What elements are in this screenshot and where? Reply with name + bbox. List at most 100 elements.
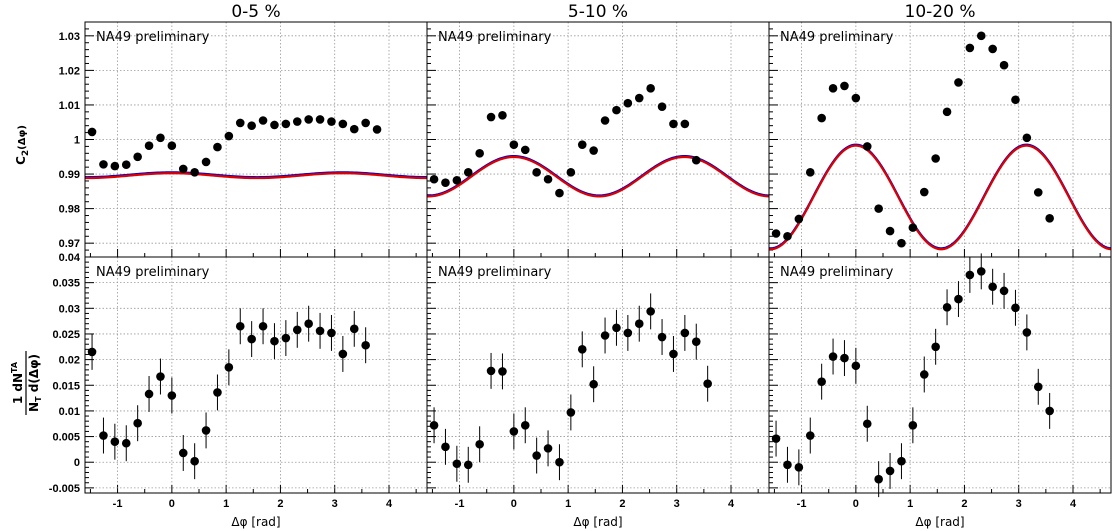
xlabel-2-var: Δφ — [915, 515, 931, 529]
top-ylabel-sub: 2 — [21, 150, 31, 156]
bottom-ylabel-den-text: N — [27, 402, 41, 412]
column-title-2: 10-20 % — [905, 2, 976, 22]
data-point — [452, 459, 462, 469]
data-point — [327, 328, 336, 338]
data-point — [87, 127, 97, 137]
data-point — [110, 437, 120, 446]
data-point — [133, 418, 142, 428]
data-point — [190, 456, 199, 466]
x-tick-label: 2 — [277, 498, 283, 510]
data-point — [566, 408, 576, 417]
y-tick-label: 0.99 — [59, 169, 80, 181]
xlabel-2-unit: [rad] — [935, 515, 964, 529]
data-point — [623, 98, 633, 108]
data-point — [919, 370, 929, 379]
data-point — [908, 223, 918, 232]
data-point — [270, 120, 279, 130]
bottom-ylabel-den-sub: T — [34, 396, 43, 402]
data-point — [498, 111, 507, 120]
data-point — [532, 451, 541, 460]
data-point — [657, 102, 667, 111]
data-point — [167, 391, 177, 400]
data-point — [794, 463, 804, 472]
data-point — [292, 117, 302, 126]
data-point — [851, 93, 861, 103]
data-point — [600, 116, 610, 125]
y-tick-label: 1.01 — [59, 100, 80, 112]
x-tick-label: 3 — [674, 498, 680, 510]
data-point — [361, 118, 370, 128]
data-point — [429, 420, 439, 430]
x-tick-label: 3 — [332, 498, 338, 510]
data-point — [623, 328, 633, 338]
data-point — [281, 119, 291, 129]
bottom-ylabel-sup: TA — [10, 361, 19, 373]
y-tick-label: 1 — [74, 135, 80, 147]
x-tick-label: 2 — [961, 498, 967, 510]
data-point — [931, 342, 940, 352]
fit-curve-red — [768, 144, 1112, 251]
bottom-panel-2: -1 0 1 2 3 4 NA49 preliminary — [768, 253, 1112, 510]
y-tick-label: 0.005 — [52, 432, 80, 444]
data-point — [441, 442, 450, 452]
data-point — [919, 187, 929, 197]
y-tick-label: 1.02 — [59, 65, 80, 77]
x-tick-label: 0 — [511, 498, 517, 510]
data-point — [942, 107, 952, 117]
data-point — [281, 333, 291, 343]
data-point — [520, 145, 530, 155]
data-point — [509, 140, 519, 149]
data-point — [612, 105, 621, 115]
top-ylabel-main: C — [14, 156, 28, 165]
data-point — [201, 157, 211, 167]
fit-curve-blue — [768, 143, 1112, 250]
y-tick-label: 0.035 — [52, 278, 80, 290]
annotation-label: NA49 preliminary — [96, 30, 210, 45]
data-point — [805, 431, 815, 440]
column-titles: 0-5 % 5-10 % 10-20 % — [231, 2, 975, 22]
data-point — [600, 331, 610, 340]
y-tick-label: 0.015 — [52, 380, 80, 392]
x-tick-label: 1 — [565, 498, 571, 510]
data-point — [885, 466, 895, 476]
x-tick-label: 4 — [386, 498, 393, 510]
data-point — [304, 115, 313, 124]
data-point — [817, 377, 826, 386]
data-point — [201, 426, 211, 435]
data-point — [691, 337, 701, 346]
data-point — [897, 238, 906, 248]
data-point — [897, 456, 906, 466]
data-point — [475, 439, 484, 449]
data-point — [486, 366, 496, 376]
bottom-ylabel-num-text: 1 dN — [11, 373, 25, 404]
data-point — [1022, 328, 1032, 337]
data-point — [509, 427, 519, 436]
data-point — [703, 379, 712, 389]
data-point — [634, 93, 644, 103]
annotation-label: NA49 preliminary — [438, 30, 552, 45]
xlabel-0: Δφ [rad] — [231, 515, 280, 529]
column-title-1: 5-10 % — [568, 2, 628, 22]
data-point — [646, 84, 655, 93]
data-point — [954, 294, 963, 304]
x-tick-label: 1 — [223, 498, 229, 510]
xlabel-0-unit: [rad] — [251, 515, 280, 529]
data-point — [965, 270, 975, 280]
data-point — [669, 119, 678, 129]
x-tick-label: -1 — [455, 498, 465, 510]
data-point — [247, 121, 256, 130]
data-point — [999, 286, 1009, 296]
y-tick-label: 0.03 — [59, 303, 80, 315]
y-tick-label: 0.98 — [59, 204, 80, 216]
data-point — [1045, 213, 1054, 223]
data-point — [361, 340, 370, 350]
data-point — [224, 363, 234, 372]
data-point — [566, 168, 576, 177]
data-point — [144, 141, 154, 151]
data-point — [133, 152, 142, 162]
data-point — [1022, 133, 1032, 143]
data-point — [235, 321, 245, 331]
bottom-ylabel-num: 1 dNTA — [10, 361, 25, 404]
data-point — [680, 119, 690, 129]
